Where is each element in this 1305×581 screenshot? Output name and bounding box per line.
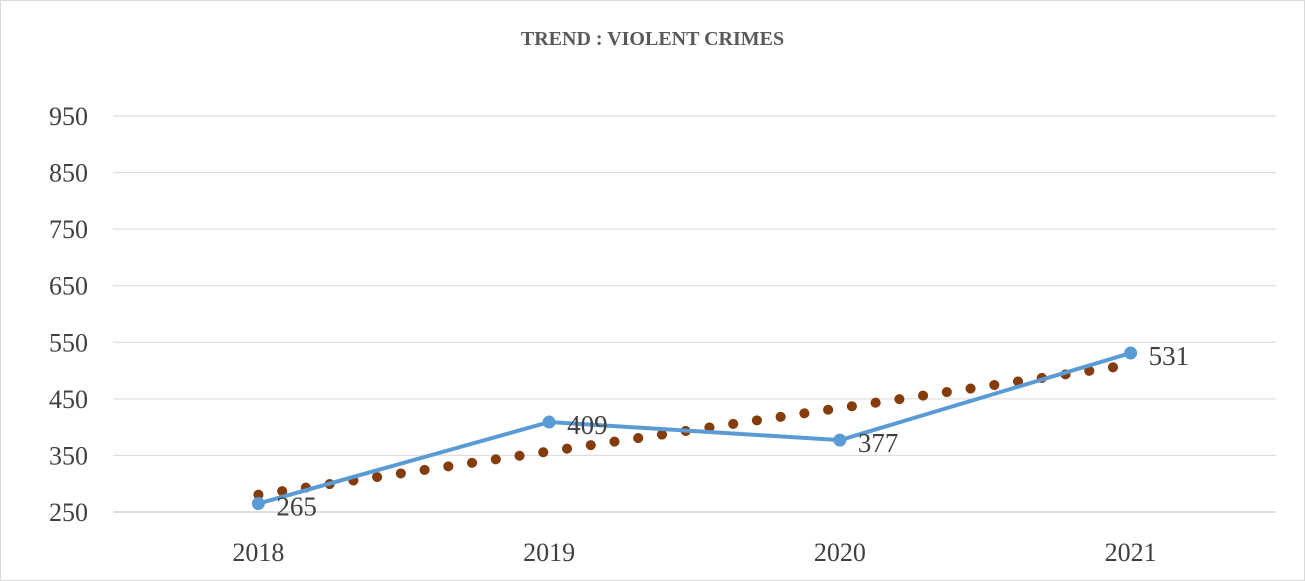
x-tick-label: 2021 [1105,538,1157,567]
data-label: 265 [276,492,317,522]
y-tick-label: 850 [49,159,88,188]
x-tick-label: 2018 [232,538,284,567]
y-tick-label: 450 [49,385,88,414]
series-line [257,351,1132,506]
data-point-marker [833,433,847,447]
y-tick-label: 250 [49,498,88,527]
y-tick-label: 950 [49,102,88,131]
data-point-marker [1124,346,1138,360]
trendline [253,359,1136,500]
data-point-marker [251,497,265,511]
y-tick-label: 750 [49,215,88,244]
chart-title: TREND : VIOLENT CRIMES [520,28,785,50]
x-tick-label: 2019 [523,538,575,567]
y-tick-label: 550 [49,328,88,357]
y-tick-label: 350 [49,441,88,470]
y-tick-label: 650 [49,272,88,301]
data-label: 377 [858,428,899,458]
data-point-marker [542,415,556,429]
data-label: 409 [567,410,608,440]
x-tick-label: 2020 [814,538,866,567]
data-label: 531 [1149,341,1190,371]
